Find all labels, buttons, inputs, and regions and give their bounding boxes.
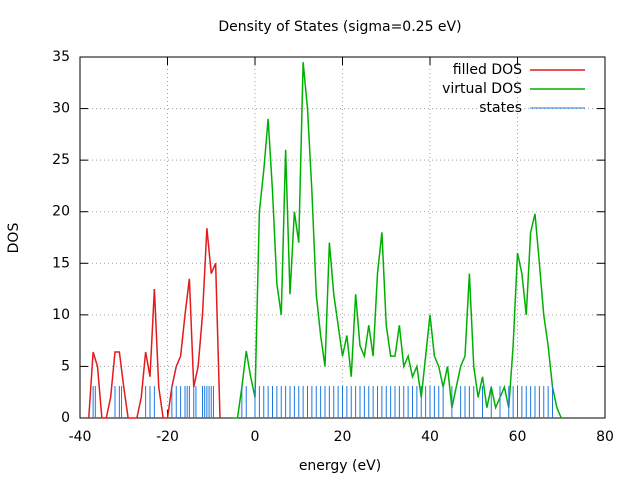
- y-tick-label: 30: [52, 101, 70, 117]
- y-tick-label: 25: [52, 152, 70, 168]
- x-tick-label: 40: [421, 429, 439, 445]
- x-tick-label: 60: [509, 429, 527, 445]
- x-tick-label: 0: [251, 429, 260, 445]
- y-tick-label: 0: [61, 410, 70, 426]
- y-tick-label: 10: [52, 307, 70, 323]
- y-tick-label: 35: [52, 49, 70, 65]
- dos-line: [233, 62, 562, 419]
- x-tick-label: 80: [596, 429, 614, 445]
- chart-title: Density of States (sigma=0.25 eV): [218, 19, 461, 35]
- x-tick-label: -40: [69, 429, 92, 445]
- legend-label: states: [479, 100, 522, 116]
- legend-label: virtual DOS: [442, 81, 522, 97]
- y-tick-label: 20: [52, 204, 70, 220]
- legend-label: filled DOS: [453, 62, 522, 78]
- x-axis-label: energy (eV): [299, 458, 381, 474]
- x-tick-label: -20: [156, 429, 179, 445]
- y-tick-label: 15: [52, 255, 70, 271]
- y-axis-label: DOS: [6, 223, 22, 254]
- x-tick-label: 20: [334, 429, 352, 445]
- y-tick-label: 5: [61, 358, 70, 374]
- dos-line: [88, 228, 221, 419]
